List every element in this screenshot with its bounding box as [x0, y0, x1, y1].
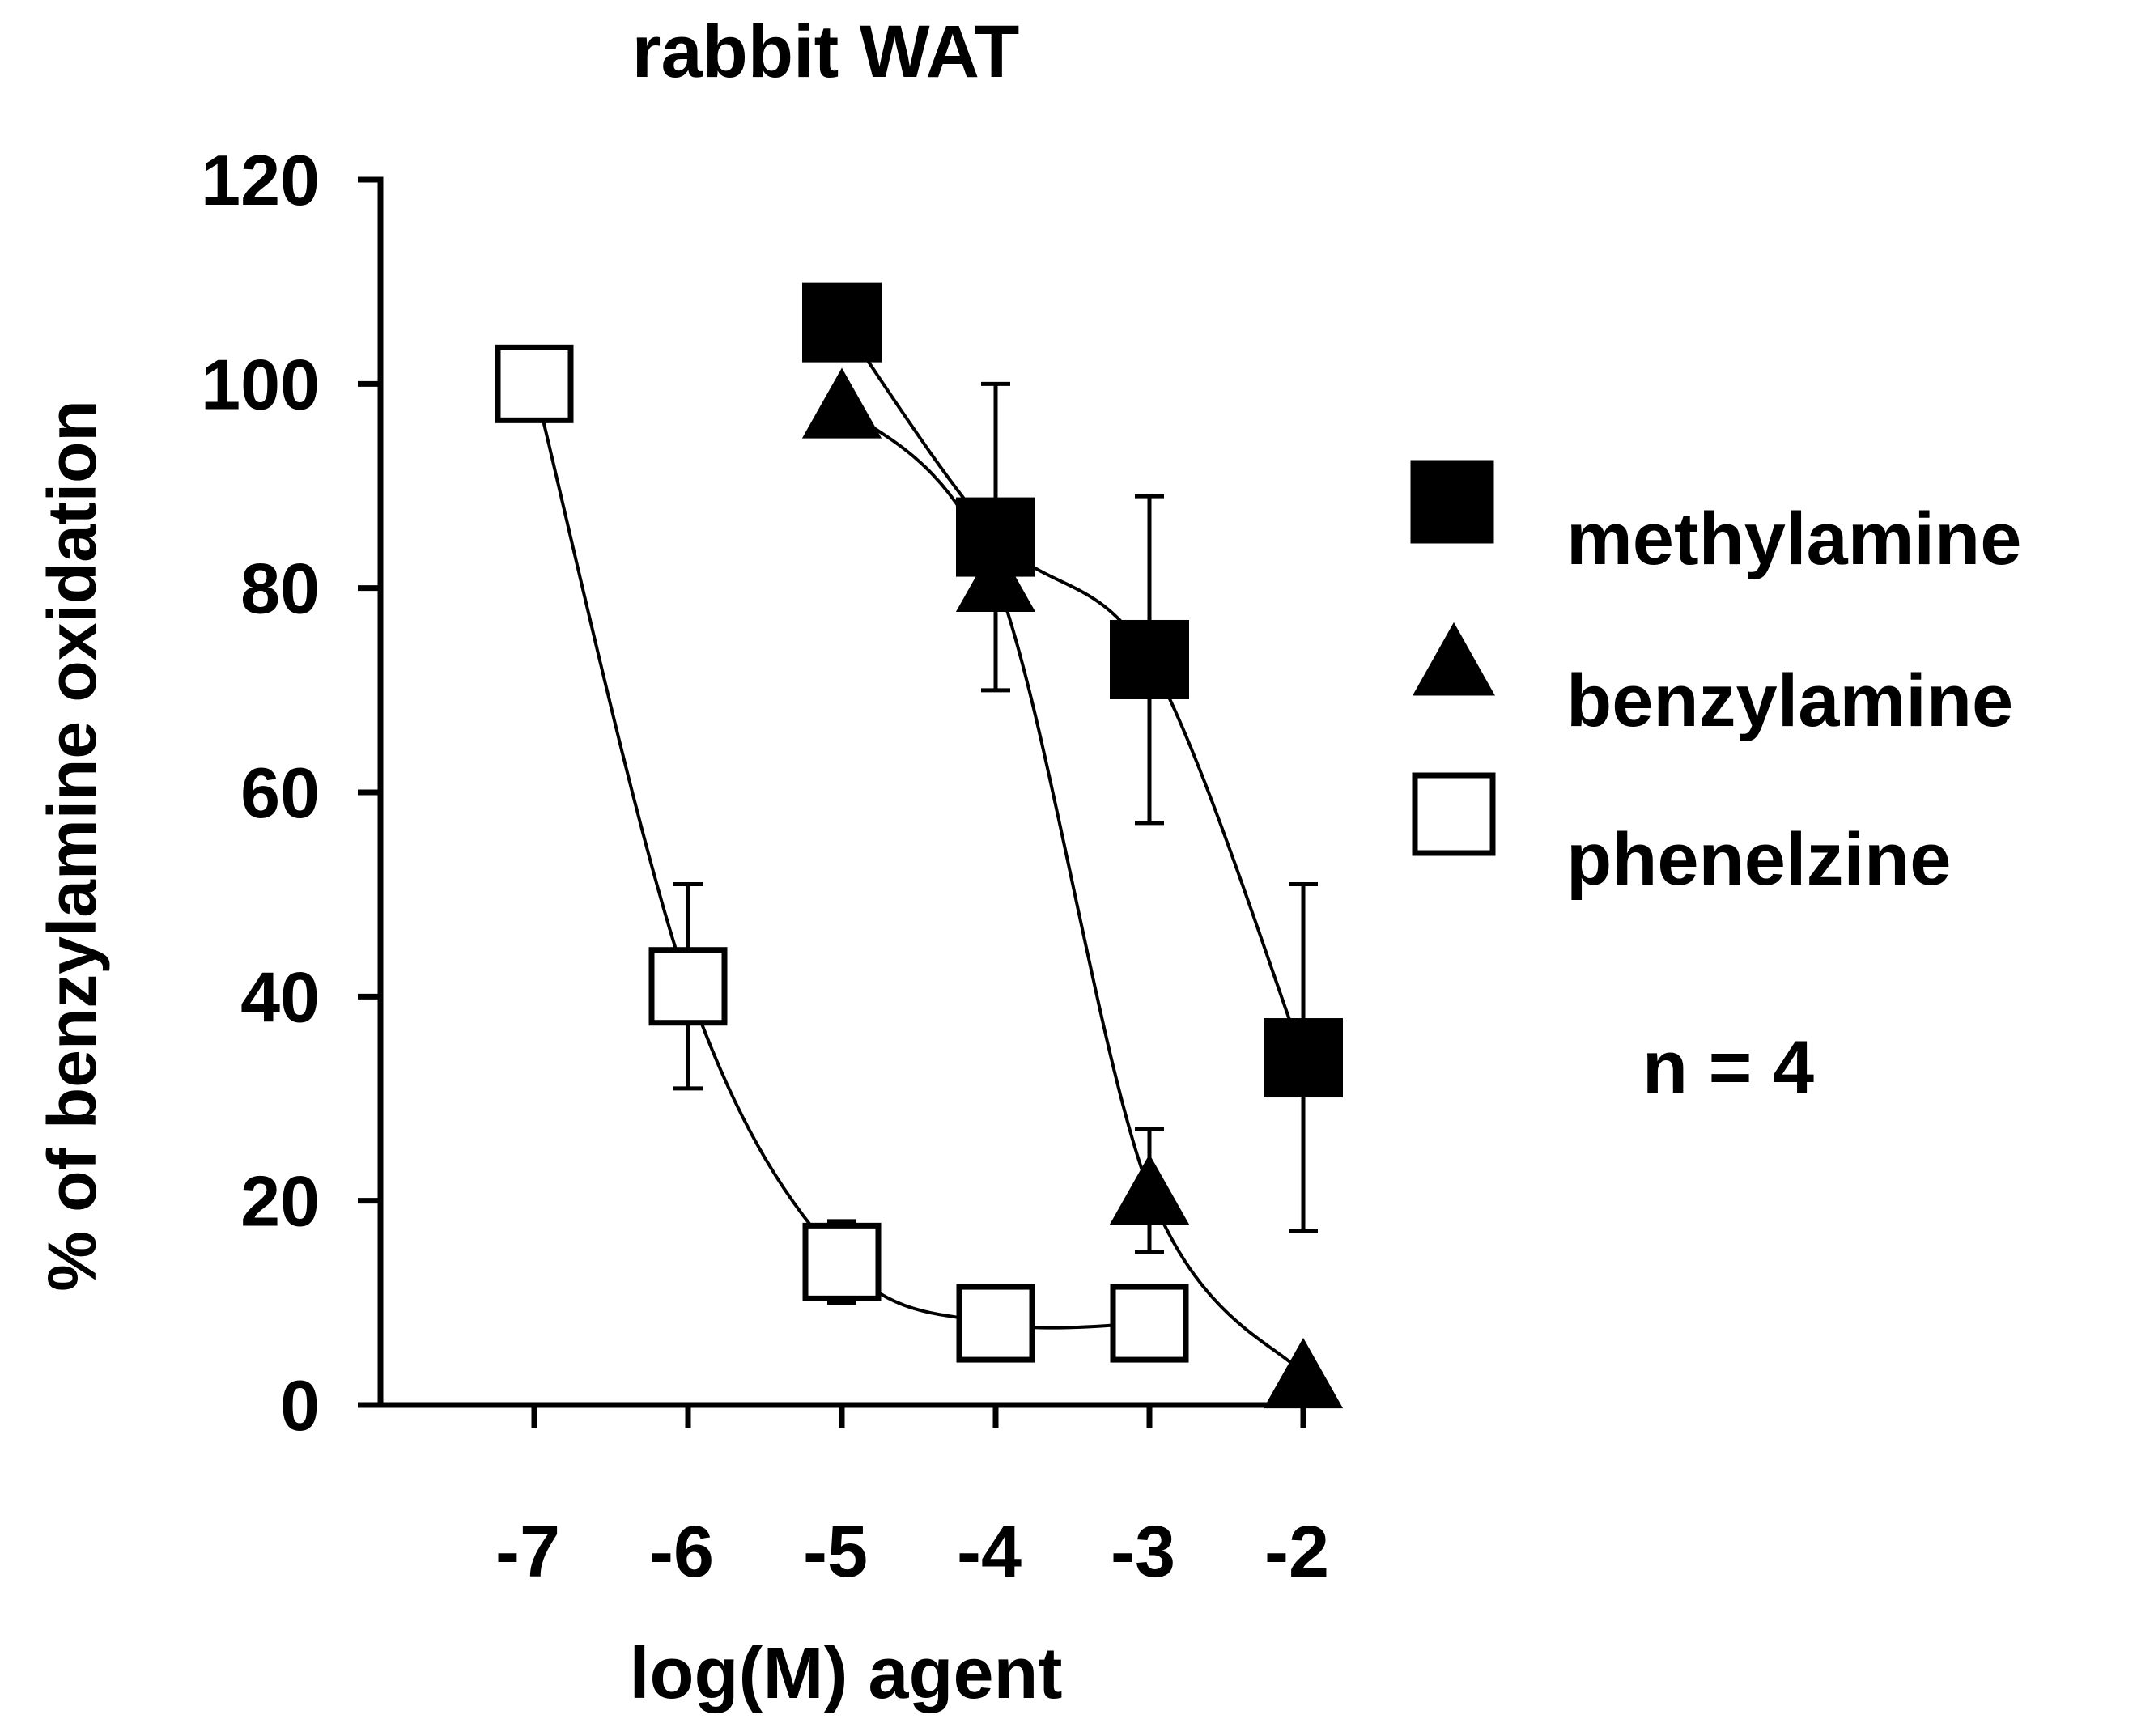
legend-marker-phenelzine	[1412, 772, 1496, 856]
legend-marker-benzylamine	[1413, 622, 1495, 696]
y-tick-label-60: 60	[240, 753, 320, 833]
y-axis-label: % of benzylamine oxidation	[34, 400, 110, 1291]
x-tick-label--5: -5	[803, 1512, 868, 1593]
curve-methylamine	[840, 321, 1305, 1059]
tick-labels: 0 20 40 60 80 100 120 -7 -6 -5 -4 -3 -2	[201, 140, 1329, 1593]
marker-methylamine-0	[802, 282, 882, 363]
marker-methylamine-2	[1110, 619, 1189, 699]
y-tick-label-100: 100	[201, 344, 320, 424]
y-tick-label-40: 40	[240, 957, 320, 1037]
sample-size-annotation: n = 4	[1642, 1026, 1814, 1109]
y-tick-label-0: 0	[280, 1365, 320, 1445]
legend: methylamine benzylamine phenelzine	[1410, 460, 2021, 901]
y-tick-label-80: 80	[240, 549, 320, 629]
marker-benzylamine-0	[801, 367, 882, 439]
marker-phenelzine-3	[956, 1284, 1035, 1363]
curve-benzylamine	[840, 403, 1305, 1376]
marker-phenelzine-2	[802, 1222, 882, 1301]
marker-benzylamine-1	[955, 541, 1036, 613]
marker-phenelzine-4	[1110, 1284, 1189, 1363]
marker-methylamine-3	[1264, 1018, 1343, 1098]
x-tick-label--7: -7	[495, 1512, 560, 1593]
marker-phenelzine-1	[648, 947, 728, 1026]
curve-phenelzine	[533, 383, 1150, 1330]
chart-title: rabbit WAT	[632, 11, 1020, 93]
legend-marker-methylamine	[1410, 460, 1494, 544]
data-markers	[495, 282, 1344, 1409]
x-tick-label--6: -6	[649, 1512, 714, 1593]
x-tick-label--3: -3	[1111, 1512, 1175, 1593]
legend-label-phenelzine: phenelzine	[1566, 818, 1951, 901]
legend-label-benzylamine: benzylamine	[1566, 660, 2013, 742]
legend-label-methylamine: methylamine	[1566, 498, 2021, 580]
marker-phenelzine-0	[495, 344, 574, 423]
marker-benzylamine-2	[1109, 1153, 1190, 1225]
marker-benzylamine-3	[1263, 1338, 1344, 1409]
x-axis-label: log(M) agent	[630, 1633, 1063, 1714]
y-tick-label-20: 20	[240, 1161, 320, 1242]
y-tick-label-120: 120	[201, 140, 320, 220]
x-tick-label--4: -4	[957, 1512, 1022, 1593]
fitted-curves	[533, 321, 1305, 1376]
x-tick-label--2: -2	[1264, 1512, 1329, 1593]
axes	[358, 176, 1306, 1428]
